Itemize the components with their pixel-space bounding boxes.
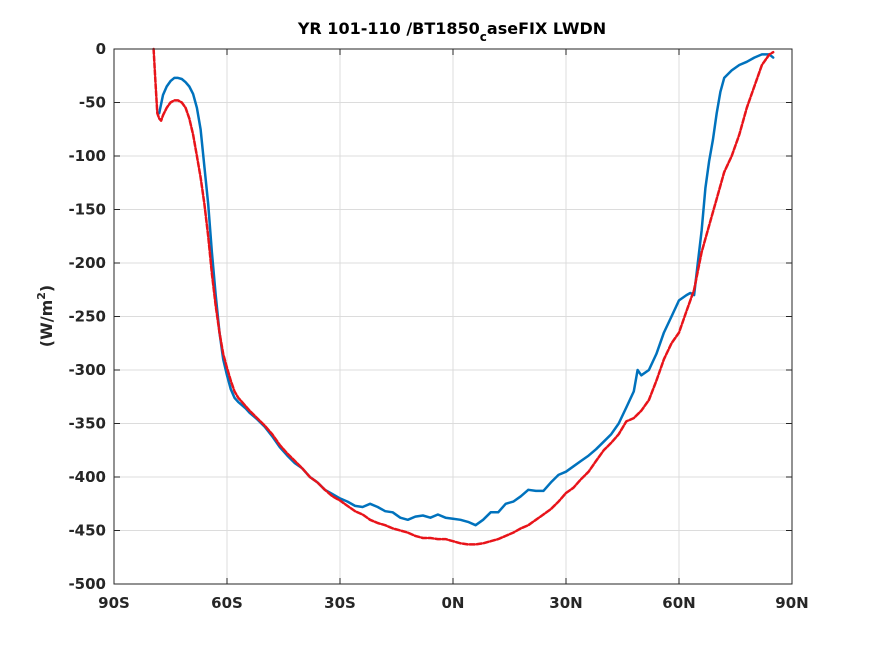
- y-tick-label: -100: [68, 147, 106, 165]
- y-tick-label: -150: [68, 201, 106, 219]
- y-tick-label: -250: [68, 308, 106, 326]
- chart-title-suffix: aseFIX LWDN: [487, 19, 606, 38]
- series-line-2: [152, 47, 775, 546]
- y-tick-label: -450: [68, 522, 106, 540]
- x-tick-label: 60S: [211, 594, 243, 612]
- y-tick-label: -50: [79, 94, 106, 112]
- x-tick-label: 60N: [662, 594, 695, 612]
- y-axis-label-superscript: 2: [35, 292, 48, 300]
- y-axis-label-close: ): [37, 285, 56, 292]
- x-tick-label: 90N: [775, 594, 808, 612]
- x-tick-label: 90S: [98, 594, 130, 612]
- tick-marks: [113, 48, 793, 585]
- x-tick-label: 30S: [324, 594, 356, 612]
- series-group: [152, 47, 775, 546]
- y-tick-label: -400: [68, 468, 106, 486]
- y-tick-labels: 0 -50 -100 -150 -200 -250 -300 -350 -400 -450 -500: [68, 40, 106, 593]
- x-tick-labels: 90S 60S 30S 0N 30N 60N 90N: [98, 594, 809, 612]
- y-tick-label: -500: [68, 575, 106, 593]
- chart-title-subscript: c: [480, 30, 487, 44]
- x-tick-label: 30N: [549, 594, 582, 612]
- x-tick-label: 0N: [442, 594, 465, 612]
- chart-title: YR 101-110 /BT1850caseFIX LWDN: [297, 19, 606, 44]
- y-tick-label: 0: [96, 40, 106, 58]
- y-tick-label: -200: [68, 254, 106, 272]
- y-tick-label: -300: [68, 361, 106, 379]
- y-tick-label: -350: [68, 415, 106, 433]
- y-axis-label: (W/m2): [35, 285, 56, 347]
